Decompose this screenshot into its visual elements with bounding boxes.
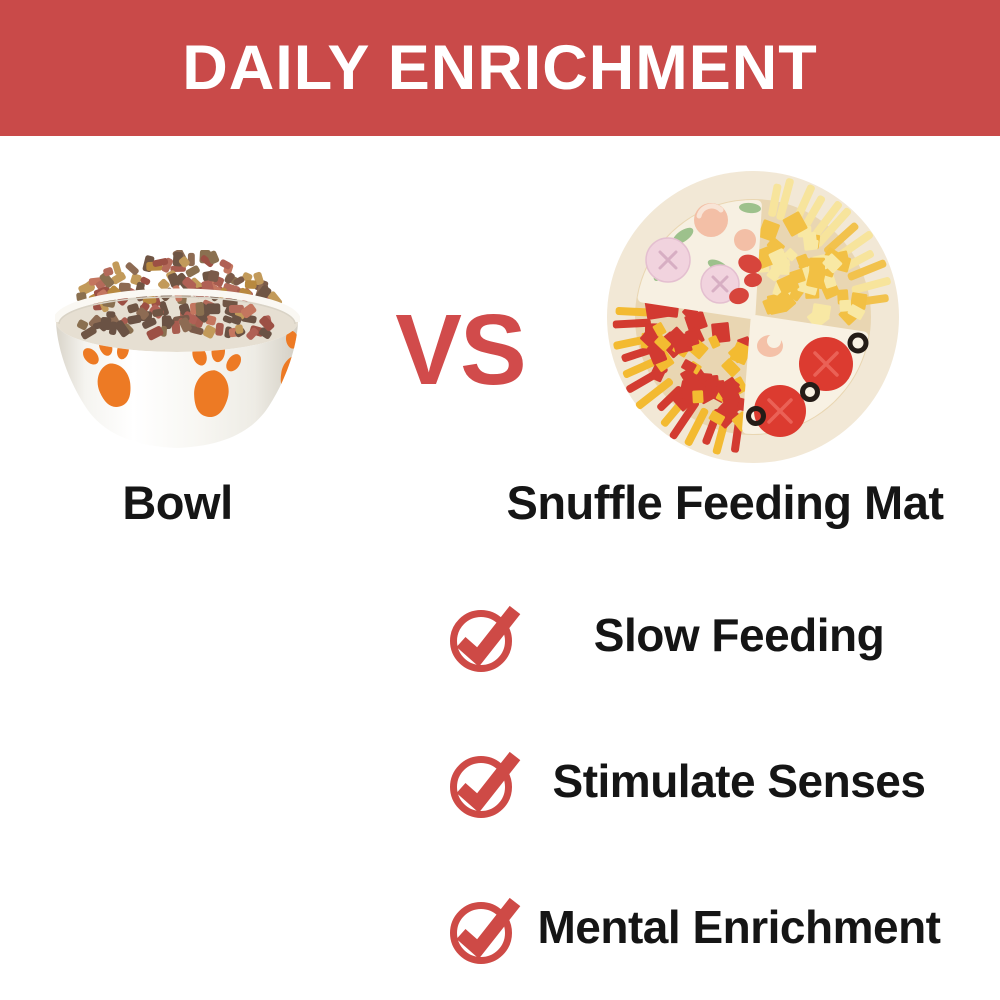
product-label-left: Bowl xyxy=(122,476,233,529)
benefit-row: Mental Enrichment xyxy=(448,890,955,965)
kibble-pieces xyxy=(76,248,283,341)
benefit-row: Slow Feeding xyxy=(448,598,955,673)
product-label-right: Snuffle Feeding Mat xyxy=(506,476,945,529)
pizza-snuffle-feeding-mat-photo xyxy=(607,171,899,463)
benefit-label: Slow Feeding xyxy=(593,609,885,661)
dog-bowl-image xyxy=(52,248,302,465)
bowl-rim xyxy=(52,288,302,323)
benefit-label: Mental Enrichment xyxy=(537,901,941,953)
vs-label: VS xyxy=(395,294,526,406)
bowl-body xyxy=(56,322,298,448)
page-title: DAILY ENRICHMENT xyxy=(182,33,818,103)
dog-bowl-with-kibble-photo xyxy=(52,248,302,448)
check-circle-icon xyxy=(450,897,521,964)
cheese-felt-quadrant xyxy=(754,178,891,329)
check-circle-icon xyxy=(450,605,521,672)
snuffle-mat-image xyxy=(598,168,908,468)
red-yellow-felt-quadrant xyxy=(612,297,752,455)
header-banner: DAILY ENRICHMENT xyxy=(0,0,1000,136)
pizza-toppings xyxy=(645,202,869,437)
benefit-label: Stimulate Senses xyxy=(552,755,926,807)
check-circle-icon xyxy=(450,751,521,818)
benefit-row: Stimulate Senses xyxy=(448,744,955,819)
